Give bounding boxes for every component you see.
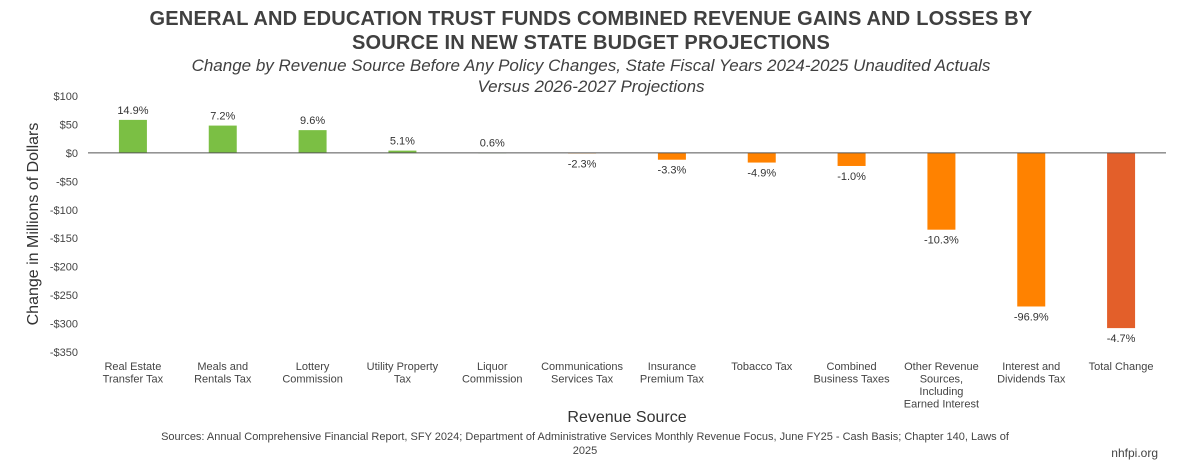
bar xyxy=(927,152,956,230)
category-label: Meals and xyxy=(197,361,248,373)
bar xyxy=(837,152,866,166)
category-label: Interest and xyxy=(1002,361,1060,373)
y-tick-label: -$300 xyxy=(50,319,78,331)
category-label: Total Change xyxy=(1089,361,1154,373)
category-label: Services Tax xyxy=(551,374,614,386)
y-tick-label: -$200 xyxy=(50,262,78,274)
data-label: -3.3% xyxy=(658,165,687,177)
site-credit: nhfpi.org xyxy=(1111,446,1158,460)
category-label: Rentals Tax xyxy=(194,374,252,386)
data-label: 5.1% xyxy=(390,136,415,148)
category-label: Other Revenue xyxy=(904,361,979,373)
category-label: Sources, xyxy=(920,374,963,386)
category-label: Real Estate xyxy=(104,361,161,373)
y-tick-label: $0 xyxy=(66,148,78,160)
data-label: -4.7% xyxy=(1107,333,1136,345)
y-tick-label: -$350 xyxy=(50,347,78,359)
data-label: -10.3% xyxy=(924,235,959,247)
category-label: Earned Interest xyxy=(904,399,979,411)
chart-title-line-2: SOURCE IN NEW STATE BUDGET PROJECTIONS xyxy=(351,32,830,54)
y-tick-label: -$150 xyxy=(50,233,78,245)
data-label: 14.9% xyxy=(117,105,148,117)
bar xyxy=(1017,152,1046,307)
data-label: -96.9% xyxy=(1014,311,1049,323)
sources-note: Sources: Annual Comprehensive Financial … xyxy=(161,431,1009,457)
data-label: -1.0% xyxy=(837,171,866,183)
bar xyxy=(657,152,686,160)
x-axis-label: Revenue Source xyxy=(567,409,686,426)
bar xyxy=(118,119,147,153)
data-label: 0.6% xyxy=(480,138,505,150)
chart-subtitle-line-2: Versus 2026-2027 Projections xyxy=(477,77,705,96)
y-tick-label: $100 xyxy=(54,91,78,103)
category-label: Commission xyxy=(282,374,343,386)
category-label: Business Taxes xyxy=(813,374,890,386)
y-tick-label: -$100 xyxy=(50,205,78,217)
category-label: Insurance xyxy=(648,361,696,373)
data-label: -2.3% xyxy=(568,158,597,170)
category-label: Communications xyxy=(541,361,623,373)
bar xyxy=(1107,152,1136,329)
bar xyxy=(747,152,776,163)
category-label: Lottery xyxy=(296,361,330,373)
chart-title-line-1: GENERAL AND EDUCATION TRUST FUNDS COMBIN… xyxy=(149,8,1033,30)
y-tick-label: $50 xyxy=(60,119,78,131)
y-tick-label: -$50 xyxy=(56,176,78,188)
y-axis-label: Change in Millions of Dollars xyxy=(25,123,42,326)
category-label: Tax xyxy=(394,374,412,386)
y-tick-label: -$250 xyxy=(50,290,78,302)
category-label: Dividends Tax xyxy=(997,374,1066,386)
category-label: Tobacco Tax xyxy=(731,361,792,373)
category-label: Transfer Tax xyxy=(103,374,164,386)
category-label: Utility Property xyxy=(367,361,439,373)
category-label: Liquor xyxy=(477,361,508,373)
bar xyxy=(298,130,327,153)
bar xyxy=(388,150,417,153)
category-label: Combined xyxy=(827,361,877,373)
category-label: Premium Tax xyxy=(640,374,704,386)
data-label: 7.2% xyxy=(210,111,235,123)
data-label: -4.9% xyxy=(747,168,776,180)
chart-subtitle-line-1: Change by Revenue Source Before Any Poli… xyxy=(191,56,991,75)
bar xyxy=(208,125,237,153)
data-label: 9.6% xyxy=(300,115,325,127)
category-label: Commission xyxy=(462,374,523,386)
category-label: Including xyxy=(919,386,963,398)
